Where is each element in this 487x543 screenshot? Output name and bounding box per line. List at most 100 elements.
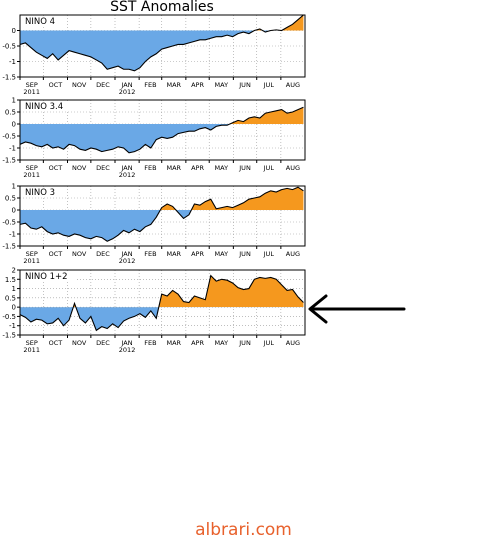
y-tick-label: 0.5 xyxy=(5,195,16,203)
x-tick-label: OCT xyxy=(49,339,63,347)
x-tick-label: JAN xyxy=(121,250,133,258)
arrow-head xyxy=(308,294,328,324)
panel-title: NINO 3.4 xyxy=(25,102,63,112)
x-tick-label: OCT xyxy=(49,164,63,172)
x-tick-label: SEP xyxy=(26,339,38,347)
figure-title: SST Anomalies xyxy=(110,0,214,15)
y-tick-label: 0.5 xyxy=(5,294,16,302)
panel-title-bg xyxy=(23,187,65,197)
x-tick-label: JAN xyxy=(121,164,133,172)
x-tick-label: JUN xyxy=(238,164,251,172)
x-tick-label: MAY xyxy=(215,81,229,89)
x-tick-label: JUL xyxy=(263,81,275,89)
area-fills xyxy=(20,107,304,153)
negative-anomaly-area xyxy=(20,210,304,242)
x-tick-label: AUG xyxy=(286,339,300,347)
x-tick-label: OCT xyxy=(49,81,63,89)
positive-anomaly-area xyxy=(20,107,304,124)
y-tick-label: -1 xyxy=(9,58,16,66)
y-tick-label: 1 xyxy=(12,97,16,105)
x-tick-label: NOV xyxy=(72,81,87,89)
year-label: 2011 xyxy=(23,171,40,179)
negative-anomaly-area xyxy=(20,30,304,71)
area-fills xyxy=(20,187,304,242)
x-tick-label: NOV xyxy=(72,164,87,172)
y-tick-label: 0 xyxy=(12,121,16,129)
y-tick-label: 0 xyxy=(12,304,16,312)
x-tick-label: JUN xyxy=(238,250,251,258)
x-tick-label: JUL xyxy=(263,250,275,258)
x-tick-label: SEP xyxy=(26,250,38,258)
x-tick-label: APR xyxy=(191,339,204,347)
panel-nino-4: -1.5 -1 -0.5 0 SEP OCT NOV DEC JAN FEB MAR APR MAY JU… xyxy=(2,14,306,96)
y-tick-label: -1.5 xyxy=(2,157,16,165)
x-tick-label: FEB xyxy=(144,164,156,172)
x-tick-label: FEB xyxy=(144,81,156,89)
x-tick-label: JAN xyxy=(121,81,133,89)
plot-frame xyxy=(19,269,306,336)
y-tick-label: -1 xyxy=(9,145,16,153)
chart-panels: -1.5 -1 -0.5 0 SEP OCT NOV DEC JAN FEB MAR APR MAY JU… xyxy=(2,14,306,354)
series-points xyxy=(19,275,304,331)
x-tick-label: DEC xyxy=(96,250,110,258)
x-tick-label: AUG xyxy=(286,81,300,89)
x-tick-label: SEP xyxy=(26,81,38,89)
panel-title: NINO 4 xyxy=(25,17,55,27)
year-label: 2012 xyxy=(119,88,136,96)
x-tick-label: APR xyxy=(191,164,204,172)
y-tick-label: 1 xyxy=(12,285,16,293)
positive-anomaly-area xyxy=(73,275,304,308)
x-tick-label: SEP xyxy=(26,164,38,172)
area-fills xyxy=(20,275,304,331)
panel-title: NINO 3 xyxy=(25,188,55,198)
y-tick-label: 1 xyxy=(12,183,16,191)
y-tick-label: 2 xyxy=(12,267,16,275)
year-label: 2011 xyxy=(23,88,40,96)
x-tick-label: AUG xyxy=(286,164,300,172)
y-tick-label: -1 xyxy=(9,231,16,239)
year-label: 2012 xyxy=(119,171,136,179)
x-tick-label: JUN xyxy=(238,81,251,89)
positive-anomaly-area xyxy=(20,187,304,210)
x-tick-label: JUL xyxy=(263,164,275,172)
y-tick-label: -0.5 xyxy=(2,43,16,51)
y-tick-label: -1.5 xyxy=(2,74,16,82)
x-tick-label: FEB xyxy=(144,250,156,258)
y-tick-label: -1 xyxy=(9,322,16,330)
y-tick-label: 0 xyxy=(12,27,16,35)
y-tick-label: -1.5 xyxy=(2,243,16,251)
x-tick-label: NOV xyxy=(72,250,87,258)
negative-anomaly-area xyxy=(20,307,304,331)
plot-frame xyxy=(19,99,306,161)
x-tick-label: MAY xyxy=(215,164,229,172)
x-tick-label: MAR xyxy=(167,339,182,347)
x-tick-label: NOV xyxy=(72,339,87,347)
x-tick-label: MAR xyxy=(167,250,182,258)
panel-nino-1-2: -1.5 -1-0.50 0.511.52 SEP OCT NOV DEC JAN FEB MAR… xyxy=(2,267,306,354)
year-label: 2011 xyxy=(23,257,40,265)
x-tick-label: JUL xyxy=(263,339,275,347)
area-fills xyxy=(20,15,304,71)
series-points xyxy=(19,107,304,153)
x-tick-label: MAR xyxy=(167,164,182,172)
panel-nino-3: -1.5 -1 -0.5 0 0.5 1 SEP OCT NOV DEC JAN FEB MAR APR M… xyxy=(2,183,306,265)
y-tick-label: -0.5 xyxy=(2,133,16,141)
panel-title: NINO 1+2 xyxy=(25,272,68,282)
x-tick-label: JUN xyxy=(238,339,251,347)
x-tick-label: FEB xyxy=(144,339,156,347)
panel-nino-3-4: -1.5 -1 -0.5 0 0.5 1 SEP OCT NOV DEC JAN FEB MAR APR M… xyxy=(2,97,306,179)
arrow-annotation xyxy=(308,294,406,324)
watermark-text: albrari.com xyxy=(195,520,292,540)
x-tick-label: DEC xyxy=(96,339,110,347)
panel-title-bg xyxy=(23,101,77,111)
y-tick-label: -1.5 xyxy=(2,332,16,340)
x-tick-label: AUG xyxy=(286,250,300,258)
y-tick-label: 0 xyxy=(12,207,16,215)
x-tick-label: JAN xyxy=(121,339,133,347)
y-tick-label: 0.5 xyxy=(5,109,16,117)
x-tick-label: DEC xyxy=(96,81,110,89)
year-label: 2012 xyxy=(119,346,136,354)
year-label: 2011 xyxy=(23,346,40,354)
x-tick-label: MAY xyxy=(215,250,229,258)
